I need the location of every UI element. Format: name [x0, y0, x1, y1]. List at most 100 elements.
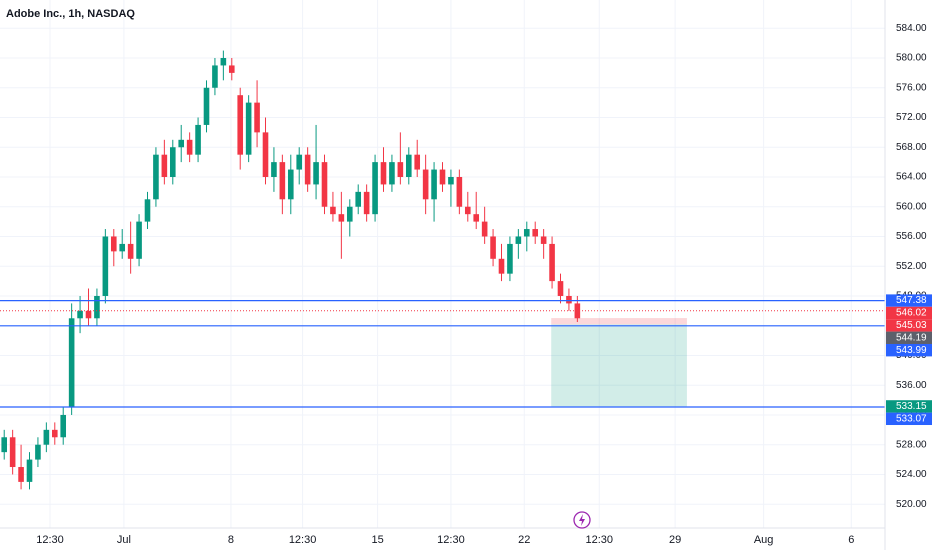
candle-body [574, 303, 581, 319]
candle-body [203, 87, 210, 125]
candle-body [18, 467, 24, 482]
x-tick-label: 12:30 [289, 534, 317, 546]
target-zone [551, 324, 687, 407]
price-label: 545.03 [896, 320, 927, 331]
y-tick-label: 568.00 [896, 142, 927, 153]
x-tick-label: 22 [518, 534, 530, 546]
candle-body [254, 102, 260, 133]
price-label-box [886, 343, 932, 357]
candle-body [372, 162, 378, 215]
candle-body [26, 459, 33, 482]
candle-body [515, 236, 522, 244]
price-label: 533.15 [896, 401, 927, 412]
candle-body [321, 162, 328, 207]
candle-body [346, 206, 353, 222]
y-tick-label: 524.00 [896, 469, 927, 480]
y-tick-label: 572.00 [896, 112, 927, 123]
candle-body [169, 147, 176, 177]
candle-body [414, 154, 421, 170]
candle-body [296, 154, 303, 170]
candle-body [464, 206, 471, 215]
y-tick-label: 580.00 [896, 53, 927, 64]
candle-body [119, 243, 126, 252]
candle-body [481, 221, 488, 237]
candle-body [566, 295, 572, 304]
replay-icon[interactable] [573, 511, 591, 529]
candle-body [287, 169, 294, 200]
candle-body [431, 169, 437, 200]
price-label-box [886, 412, 932, 426]
candle-body [389, 162, 395, 185]
y-tick-label: 556.00 [896, 231, 927, 242]
candle-body [304, 154, 311, 185]
plot [0, 50, 885, 490]
candle-body [51, 429, 58, 438]
candle-body [161, 154, 168, 177]
price-label-box [886, 306, 932, 320]
candle-body [220, 58, 227, 66]
candle-body [9, 437, 16, 468]
price-label-box [886, 400, 932, 413]
stop-zone [551, 318, 687, 325]
candle-body [195, 124, 201, 155]
candle-body [212, 65, 218, 88]
price-label-box [886, 294, 932, 307]
candle-body [405, 154, 412, 177]
candle-body [549, 243, 555, 282]
y-tick-label: 564.00 [896, 172, 927, 183]
candle-body [262, 132, 269, 177]
candle-body [237, 95, 244, 155]
price-label-box [886, 319, 932, 332]
candle-body [1, 437, 8, 453]
candle-body [85, 310, 92, 319]
candle-body [35, 444, 41, 460]
y-tick-label: 584.00 [896, 23, 927, 34]
candle-body [271, 162, 277, 177]
candle-body [473, 214, 480, 222]
x-tick-label: 12:30 [586, 534, 614, 546]
candle-body [313, 162, 319, 185]
y-tick-label: 536.00 [896, 380, 927, 391]
y-tick-label: 528.00 [896, 439, 927, 450]
candle-body [338, 214, 345, 222]
candle-body [153, 154, 159, 200]
price-label: 543.99 [896, 345, 927, 356]
candle-body [507, 243, 513, 274]
candle-body [448, 176, 454, 185]
x-tick-label: Aug [754, 534, 774, 546]
candle-body [456, 176, 463, 207]
x-tick-label: 12:30 [36, 534, 64, 546]
candle-body [380, 162, 387, 185]
candle-body [144, 199, 151, 222]
candle-body [127, 243, 134, 259]
candle-body [363, 191, 370, 215]
candle-body [43, 429, 50, 445]
candle-body [68, 318, 75, 408]
candle-body [228, 65, 235, 73]
candle-body [397, 162, 404, 177]
chart-title: Adobe Inc., 1h, NASDAQ [6, 8, 135, 20]
x-tick-label: Jul [117, 534, 131, 546]
candle-body [355, 191, 362, 207]
candle-body [178, 139, 185, 148]
candle-body [60, 414, 67, 438]
candle-body [532, 229, 539, 237]
candle-body [77, 310, 83, 319]
candle-body [186, 139, 193, 155]
candle-body [102, 236, 109, 296]
x-tick-label: 8 [228, 534, 234, 546]
candle-body [540, 236, 547, 244]
candle-body [422, 169, 429, 200]
price-label: 533.07 [896, 413, 927, 424]
candle-body [557, 281, 564, 296]
x-tick-label: 29 [669, 534, 681, 546]
y-tick-label: 552.00 [896, 261, 927, 272]
x-tick-label: 12:30 [437, 534, 465, 546]
candle-body [330, 206, 336, 215]
candle-body [490, 236, 496, 259]
price-label: 546.02 [896, 308, 927, 319]
x-tick-label: 6 [848, 534, 854, 546]
y-tick-label: 520.00 [896, 499, 927, 510]
